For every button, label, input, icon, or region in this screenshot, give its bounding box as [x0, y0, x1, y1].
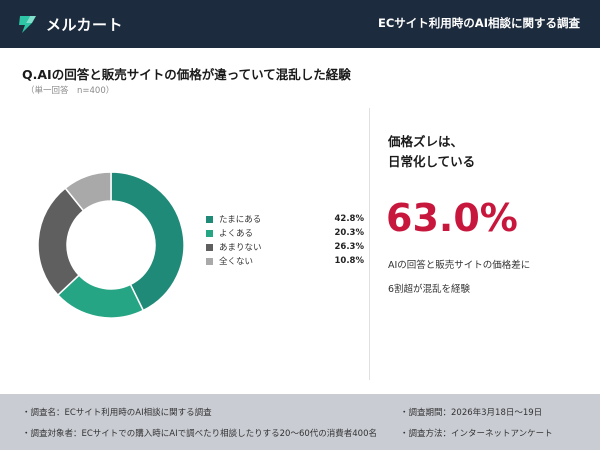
donut-chart: [37, 171, 185, 319]
header-bar: メルカート ECサイト利用時のAI相談に関する調査: [0, 0, 600, 48]
legend-label: 全くない: [219, 257, 254, 267]
legend-value: 42.8%: [334, 214, 365, 224]
headline-line-2: 日常化している: [388, 154, 476, 169]
legend-value: 10.8%: [334, 256, 365, 266]
legend-item-tamani-aru: たまにある 42.8%: [206, 212, 364, 226]
legend-label: あまりない: [219, 243, 262, 253]
headline-line-1: 価格ズレは、: [388, 134, 464, 149]
desc-line-1: AIの回答と販売サイトの価格差に: [388, 260, 531, 271]
logo-icon: [19, 16, 36, 33]
legend-swatch: [206, 257, 213, 265]
footer-survey-target: ・調査対象者：ECサイトでの購入時にAIで調べたり相談したりする20～60代の消…: [22, 429, 377, 439]
footer-survey-period: ・調査期間：2026年3月18日～19日: [400, 408, 543, 418]
legend-item-mattaku-nai: 全くない 10.8%: [206, 254, 364, 268]
question-subtitle: （単一回答 n=400）: [26, 86, 115, 96]
highlight-headline: 価格ズレは、 日常化している: [388, 132, 475, 172]
legend-swatch: [206, 229, 213, 237]
legend-swatch: [206, 243, 213, 251]
desc-line-2: 6割超が混乱を経験: [388, 284, 471, 295]
section-divider: [369, 108, 370, 380]
highlight-description: AIの回答と販売サイトの価格差に 6割超が混乱を経験: [388, 254, 530, 302]
legend-label: たまにある: [219, 215, 262, 225]
chart-legend: たまにある 42.8% よくある 20.3% あまりない 26.3% 全くない 10.8%: [206, 212, 364, 268]
logo-text: メルカート: [46, 15, 124, 34]
logo[interactable]: メルカート: [16, 12, 123, 36]
highlight-percentage: 63.0%: [386, 196, 518, 240]
legend-value: 20.3%: [334, 228, 365, 238]
donut-slice-mattaku-nai: [64, 171, 112, 212]
legend-item-yoku-aru: よくある 20.3%: [206, 226, 364, 240]
footer-survey-method: ・調査方法：インターネットアンケート: [400, 429, 553, 439]
question-title: Q.AIの回答と販売サイトの価格が違っていて混乱した経験: [22, 67, 351, 82]
footer-survey-name: ・調査名：ECサイト利用時のAI相談に関する調査: [22, 408, 212, 418]
legend-label: よくある: [219, 229, 254, 239]
header-title: ECサイト利用時のAI相談に関する調査: [378, 16, 580, 30]
legend-item-amari-nai: あまりない 26.3%: [206, 240, 364, 254]
footer-info: ・調査名：ECサイト利用時のAI相談に関する調査 ・調査期間：2026年3月18…: [0, 394, 600, 450]
donut-slice-tamani-aru: [110, 171, 185, 312]
legend-value: 26.3%: [334, 242, 365, 252]
legend-swatch: [206, 215, 213, 223]
